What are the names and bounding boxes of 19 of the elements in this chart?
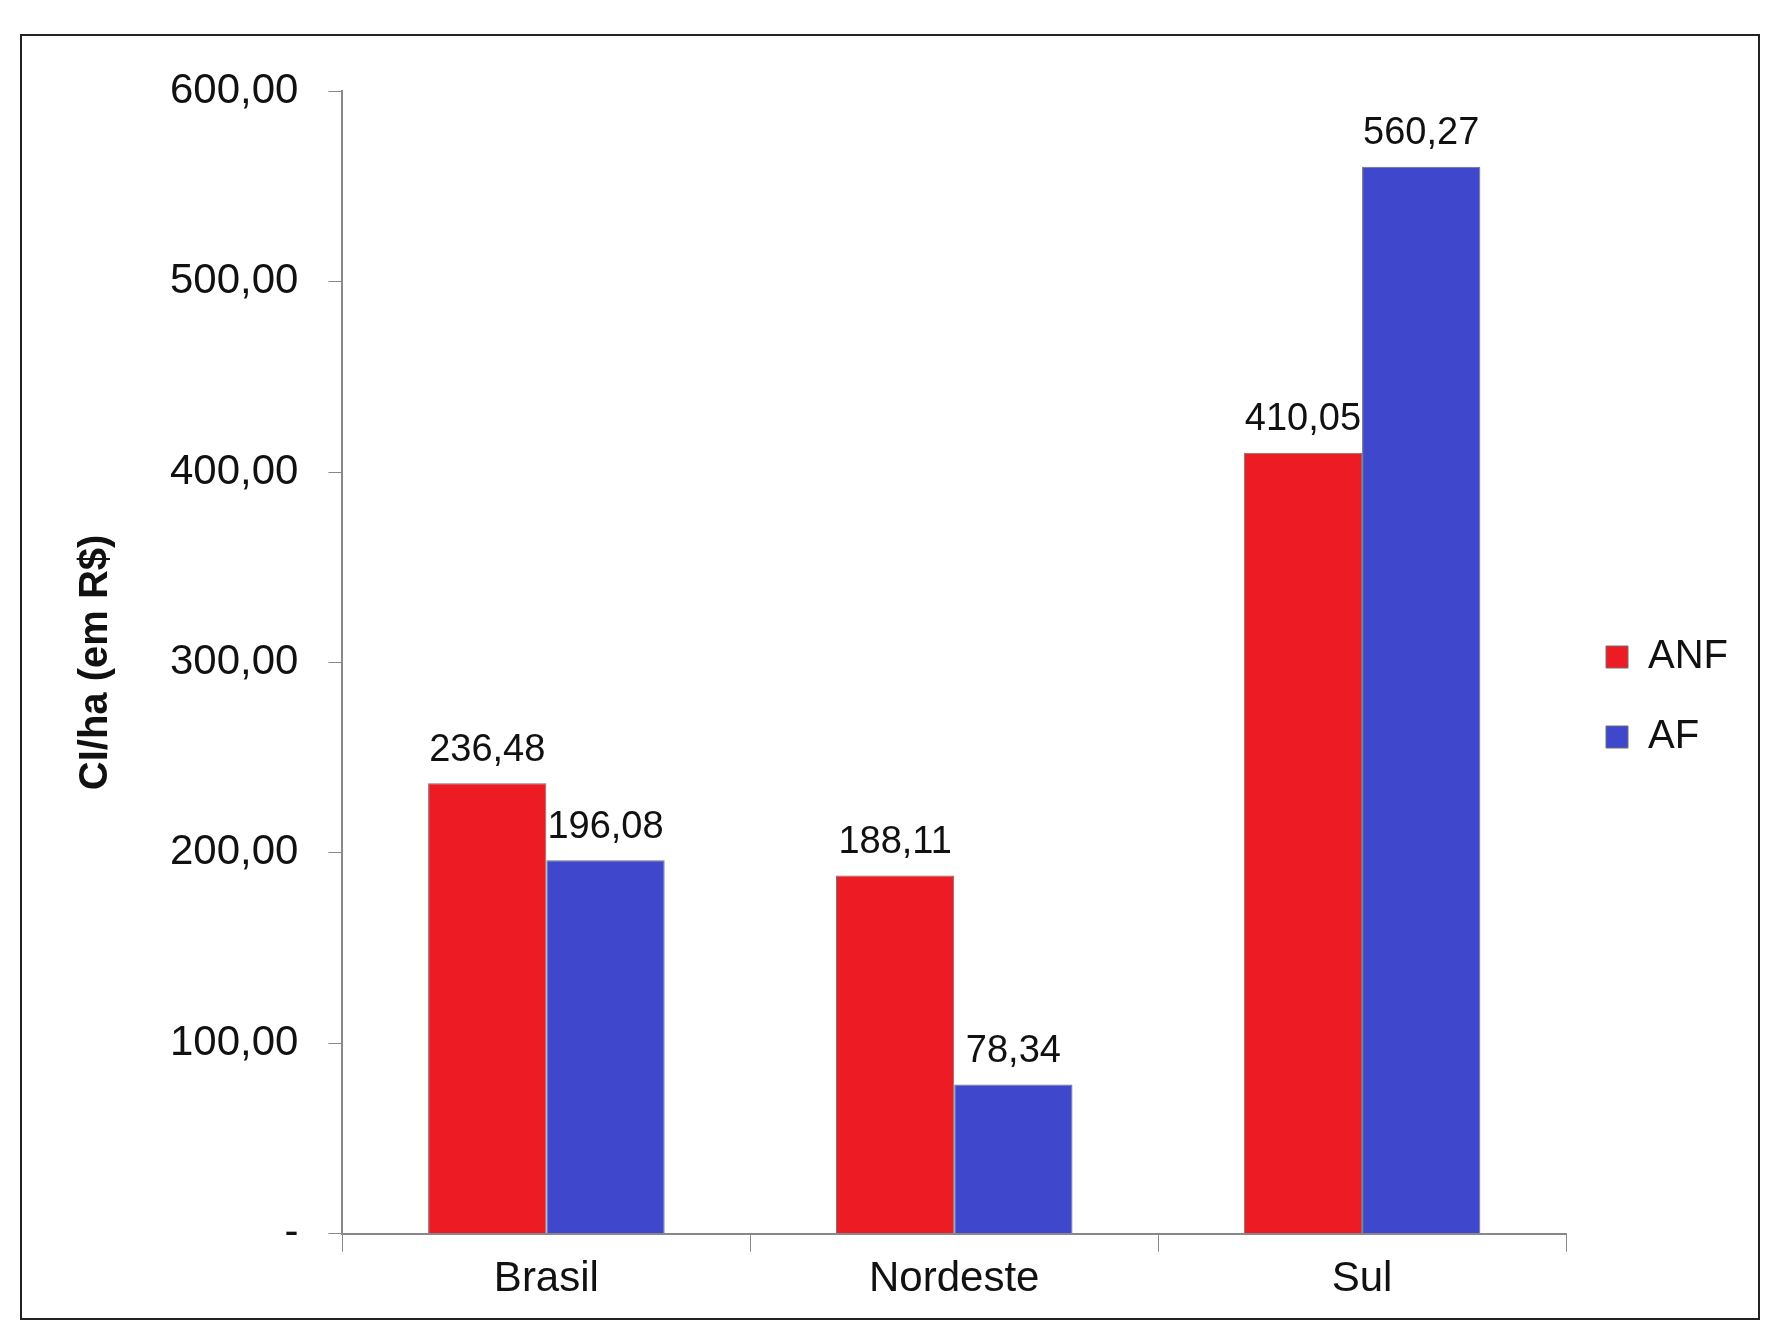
legend-label: AF xyxy=(1648,712,1700,757)
data-label: 188,11 xyxy=(838,818,952,861)
y-axis-title: CI/ha (em R$) xyxy=(71,534,116,791)
x-tick-label: Nordeste xyxy=(869,1253,1040,1301)
y-tick-label: 600,00 xyxy=(169,64,299,112)
data-label: 410,05 xyxy=(1244,396,1362,439)
data-label: 78,34 xyxy=(965,1027,1061,1070)
data-label: 236,48 xyxy=(429,726,546,769)
x-tick-label: Brasil xyxy=(493,1253,599,1301)
x-tick-label: Sul xyxy=(1331,1253,1393,1301)
legend-label: ANF xyxy=(1648,632,1728,677)
y-tick-label: 100,00 xyxy=(169,1016,299,1064)
y-tick-label: 200,00 xyxy=(169,826,299,874)
y-tick-label: 300,00 xyxy=(169,635,299,683)
data-label: 560,27 xyxy=(1363,110,1480,153)
y-tick-label: 500,00 xyxy=(169,255,299,303)
y-tick-label: - xyxy=(284,1207,299,1255)
y-tick-label: 400,00 xyxy=(169,445,299,493)
data-label: 196,08 xyxy=(547,803,664,846)
